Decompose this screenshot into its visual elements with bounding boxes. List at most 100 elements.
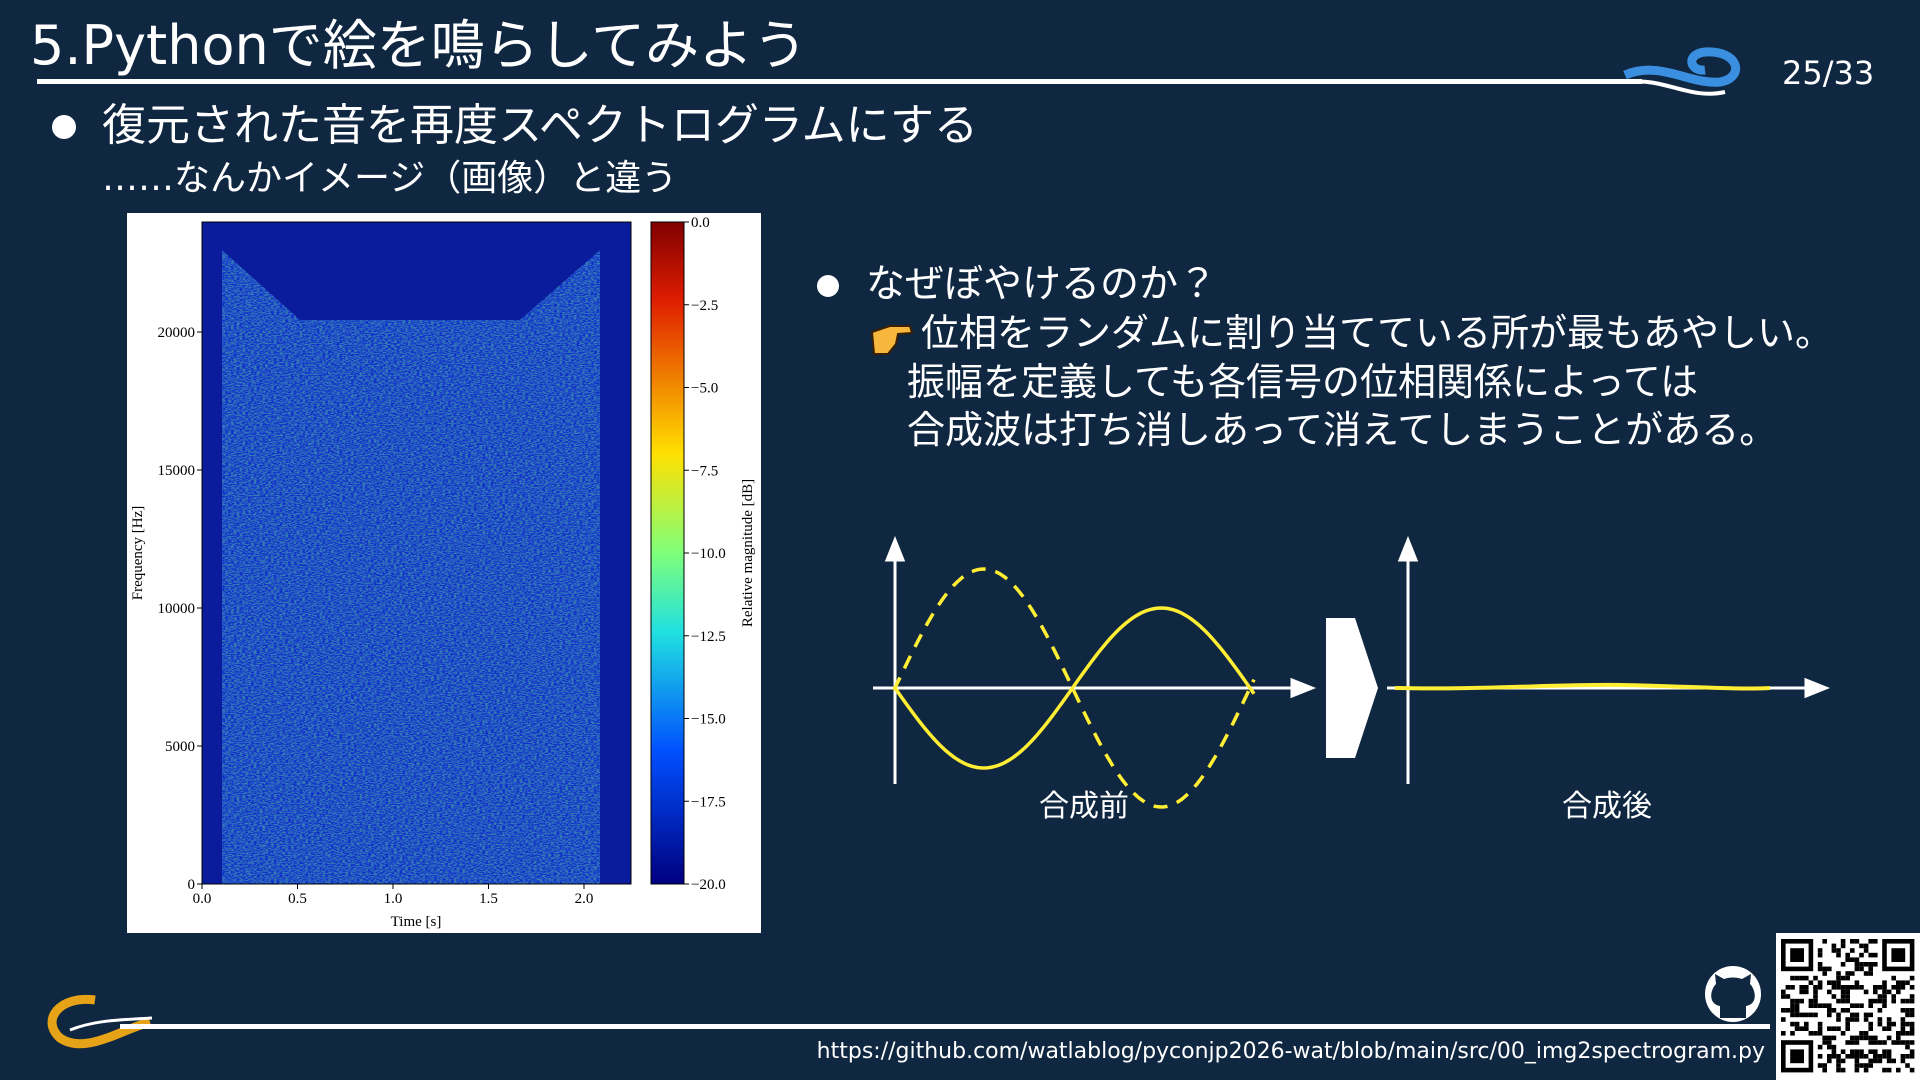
- colorbar-tick-label: −15.0: [691, 712, 726, 728]
- qr-module: [1813, 975, 1818, 981]
- qr-module: [1868, 962, 1873, 967]
- qr-module: [1836, 1063, 1841, 1068]
- qr-module: [1909, 1012, 1915, 1018]
- diagram-label: 合成後: [1562, 789, 1652, 824]
- qr-module: [1836, 998, 1841, 1004]
- qr-module: [1836, 1058, 1841, 1064]
- bullet-dot: [817, 275, 839, 297]
- qr-module: [1822, 1040, 1827, 1045]
- qr-module: [1863, 971, 1869, 976]
- qr-module: [1790, 1012, 1795, 1018]
- qr-module: [1877, 994, 1883, 999]
- qr-module: [1845, 994, 1850, 999]
- pointing-hand-icon: [870, 325, 914, 355]
- qr-module: [1886, 1054, 1892, 1059]
- qr-module: [1831, 1049, 1837, 1054]
- title-rule: [37, 79, 1642, 84]
- qr-module: [1896, 985, 1901, 990]
- qr-module: [1877, 1040, 1883, 1045]
- qr-module: [1831, 1026, 1837, 1031]
- qr-module: [1799, 989, 1804, 995]
- qr-module: [1900, 1031, 1906, 1036]
- qr-module: [1868, 952, 1873, 958]
- qr-module: [1813, 985, 1818, 990]
- qr-module: [1827, 1035, 1832, 1041]
- qr-module: [1873, 1054, 1878, 1059]
- qr-module: [1859, 943, 1864, 949]
- qr-module: [1794, 998, 1800, 1004]
- qr-module: [1854, 957, 1860, 962]
- qr-module: [1877, 985, 1883, 990]
- y-tick-label: 0: [188, 877, 196, 893]
- bullet-text: 復元された音を再度スペクトログラムにする: [102, 100, 978, 151]
- qr-module: [1896, 1067, 1901, 1073]
- qr-module: [1909, 985, 1915, 990]
- qr-module: [1882, 1054, 1887, 1059]
- qr-module: [1827, 1012, 1832, 1018]
- qr-module: [1850, 1049, 1855, 1054]
- qr-module: [1827, 1054, 1832, 1059]
- qr-module: [1817, 1054, 1823, 1059]
- qr-module: [1817, 1021, 1823, 1027]
- qr-module: [1854, 1049, 1860, 1054]
- github-icon[interactable]: [1705, 966, 1761, 1022]
- qr-module: [1909, 1067, 1915, 1073]
- colorbar-tick-label: 0.0: [691, 215, 710, 231]
- qr-module: [1822, 1003, 1827, 1008]
- qr-module: [1822, 1067, 1827, 1073]
- qr-module: [1905, 1008, 1910, 1013]
- colorbar-tick-label: −2.5: [691, 298, 718, 314]
- qr-module: [1905, 980, 1910, 985]
- source-url[interactable]: https://github.com/watlablog/pyconjp2026…: [817, 1039, 1765, 1064]
- qr-module: [1909, 1021, 1915, 1027]
- qr-module: [1831, 1008, 1837, 1013]
- qr-module: [1877, 1008, 1883, 1013]
- qr-module: [1877, 1054, 1883, 1059]
- footer-rule: [120, 1024, 1770, 1029]
- qr-module: [1840, 985, 1846, 990]
- qr-module: [1804, 1012, 1809, 1018]
- qr-module: [1808, 1003, 1814, 1008]
- explanation-line: 合成波は打ち消しあって消えてしまうことがある。: [907, 408, 1777, 452]
- axis-arrow: [1804, 677, 1831, 699]
- qr-module: [1831, 980, 1837, 985]
- qr-module: [1808, 998, 1814, 1004]
- qr-module: [1845, 985, 1850, 990]
- qr-module: [1859, 966, 1864, 972]
- qr-module: [1891, 1040, 1896, 1045]
- qr-module: [1873, 989, 1878, 995]
- qr-module: [1873, 952, 1878, 958]
- qr-module: [1836, 1017, 1841, 1022]
- qr-module: [1827, 980, 1832, 985]
- qr-module: [1822, 1063, 1827, 1068]
- python-logo: [1623, 47, 1741, 96]
- qr-module: [1840, 962, 1846, 967]
- qr-module: [1850, 939, 1855, 944]
- qr-module: [1817, 1044, 1823, 1050]
- qr-module: [1840, 1049, 1846, 1054]
- qr-module: [1850, 1012, 1855, 1018]
- qr-module: [1813, 989, 1818, 995]
- qr-module: [1845, 957, 1850, 962]
- colorbar-tick-label: −5.0: [691, 381, 718, 397]
- wave-solid: [892, 606, 1256, 770]
- qr-module: [1900, 1040, 1906, 1045]
- qr-module: [1868, 1058, 1873, 1064]
- qr-module: [1817, 1031, 1823, 1036]
- qr-module: [1781, 1017, 1786, 1022]
- qr-module: [1799, 1012, 1804, 1018]
- qr-module: [1900, 1017, 1906, 1022]
- qr-module: [1817, 985, 1823, 990]
- qr-module: [1909, 1040, 1915, 1045]
- qr-module: [1900, 980, 1906, 985]
- qr-module: [1840, 1008, 1846, 1013]
- qr-module: [1854, 980, 1860, 985]
- x-tick-label: 1.5: [479, 891, 498, 907]
- qr-module: [1905, 1040, 1910, 1045]
- qr-finder: [1891, 948, 1906, 962]
- qr-module: [1873, 939, 1878, 944]
- colorbar-tick-label: −10.0: [691, 546, 726, 562]
- qr-module: [1804, 989, 1809, 995]
